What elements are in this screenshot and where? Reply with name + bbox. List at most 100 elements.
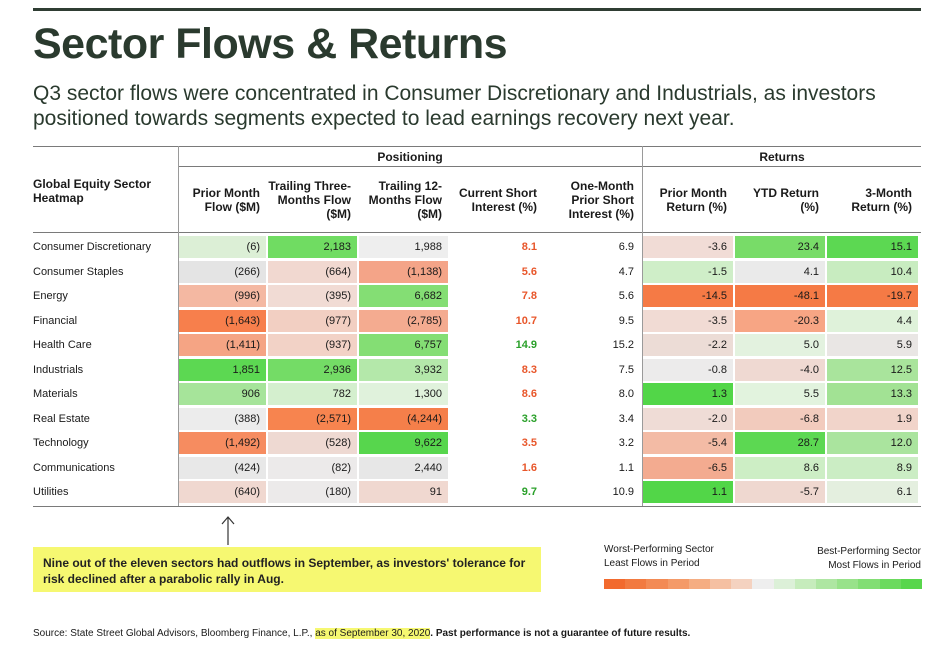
table-cell: (996) [179,285,266,307]
sector-label: Financial [33,314,78,327]
table-cell: 3.2 [618,437,634,449]
sector-label: Utilities [33,486,69,498]
sector-label: Communications [33,461,115,474]
sector-label: Energy [33,290,68,302]
table-cell: 5.6 [521,265,537,278]
group-positioning: Positioning [377,150,443,164]
table-cell: (424) [179,456,266,479]
table-cell: (977) [268,309,357,332]
row-header: Global Equity Sector Heatmap [33,177,152,205]
sector-label: Consumer Staples [33,265,124,278]
table-cell: (82) [268,456,357,479]
table-cell: 12.0 [827,432,918,454]
table-cell: -6.5 [643,456,733,479]
column-header: Current Short Interest (%) [459,186,537,214]
table-cell: 1,988 [359,236,448,258]
table-cell: 8.3 [521,363,537,376]
table-cell: 2,440 [359,456,448,479]
legend-swatch [773,579,795,589]
table-cell: 8.0 [618,388,634,400]
table-cell: 5.6 [618,290,634,302]
sector-label: Materials [33,388,78,400]
legend-swatch [731,579,753,589]
table-cell: (937) [268,334,357,356]
column-header: Trailing 12-Months Flow ($M) [368,179,442,221]
column-header: Trailing Three-Months Flow ($M) [268,179,351,221]
table-cell: 6,757 [359,334,448,356]
table-cell: 5.9 [827,334,918,356]
table-cell: -14.5 [643,285,733,307]
sector-label: Real Estate [33,412,90,425]
table-cell: (6) [179,236,266,258]
table-cell: -1.5 [643,260,733,283]
legend-best: Best-Performing Sector Most Flows in Per… [817,545,921,573]
table-cell: 3,932 [359,358,448,381]
sector-label: Consumer Discretionary [33,241,151,253]
table-cell: 10.7 [515,314,537,327]
table-cell: 3.5 [521,437,537,449]
legend-swatch [858,579,880,589]
table-cell: (2,785) [359,309,448,332]
legend-worst-sub: Least Flows in Period [604,558,700,569]
table-cell: 7.8 [521,290,537,302]
legend-swatch [710,579,732,589]
table-cell: 1,851 [179,358,266,381]
legend-swatch [604,579,626,589]
table-cell: -6.8 [735,407,825,430]
page-subtitle: Q3 sector flows were concentrated in Con… [33,82,876,130]
table-cell: -3.6 [643,236,733,258]
table-cell: 4.4 [827,309,918,332]
table-cell: 3.3 [521,412,537,425]
table-cell: 28.7 [735,432,825,454]
column-header: 3-Month Return (%) [851,186,912,214]
legend-swatch [879,579,901,589]
table-cell: -48.1 [735,285,825,307]
table-cell: 15.2 [612,339,634,351]
table-cell: 3.4 [618,412,634,425]
positioning-left-rule [178,146,179,506]
table-cell: 1.1 [618,461,634,474]
table-cell: 2,183 [268,236,357,258]
table-cell: 10.4 [827,260,918,283]
returns-left-rule [642,146,643,506]
table-cell: 9,622 [359,432,448,454]
top-rule [33,8,921,11]
column-header: Prior Month Flow ($M) [192,186,260,214]
column-header: One-Month Prior Short Interest (%) [568,179,634,221]
legend-swatch [816,579,838,589]
table-cell: 1.9 [827,407,918,430]
source-note: Source: State Street Global Advisors, Bl… [33,628,690,639]
table-cell: 2,936 [268,358,357,381]
table-cell: 782 [268,383,357,405]
table-cell: (1,492) [179,432,266,454]
table-cell: 23.4 [735,236,825,258]
table-cell: -5.7 [735,481,825,503]
table-cell: 1.6 [521,461,537,474]
table-cell: 1.3 [643,383,733,405]
table-cell: -3.5 [643,309,733,332]
table-cell: 8.1 [521,241,537,253]
column-header-rule [33,232,921,233]
legend-swatch [900,579,923,589]
table-cell: 5.0 [735,334,825,356]
table-cell: 6.1 [827,481,918,503]
table-bottom-rule [33,506,921,507]
table-cell: 15.1 [827,236,918,258]
table-cell: 1.1 [643,481,733,503]
table-cell: (2,571) [268,407,357,430]
callout-note: Nine out of the eleven sectors had outfl… [33,547,541,592]
table-cell: (180) [268,481,357,503]
table-cell: 9.7 [521,486,537,498]
table-cell: 5.5 [735,383,825,405]
table-cell: 8.6 [521,388,537,400]
source-date: as of September 30, 2020 [315,628,431,639]
legend-worst-title: Worst-Performing Sector [604,544,714,555]
table-cell: -2.0 [643,407,733,430]
table-cell: 12.5 [827,358,918,381]
table-cell: (640) [179,481,266,503]
table-cell: (266) [179,260,266,283]
table-cell: -19.7 [827,285,918,307]
table-cell: 8.9 [827,456,918,479]
source-prefix: Source: State Street Global Advisors, Bl… [33,628,316,639]
table-cell: 10.9 [612,486,634,498]
